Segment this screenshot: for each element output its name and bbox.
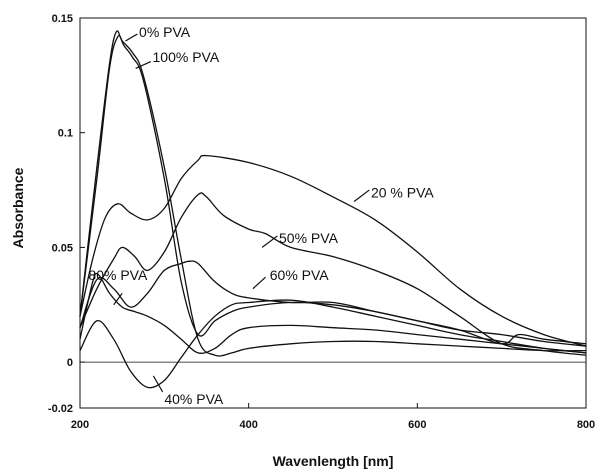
- series-lines: [79, 30, 587, 389]
- annotation-arrow: [125, 33, 138, 42]
- y-axis-title: Absorbance: [10, 167, 26, 248]
- annotation-arrow: [353, 189, 370, 203]
- series-annotation-label: 100% PVA: [153, 49, 220, 65]
- y-tick-label: 0.05: [52, 242, 73, 254]
- series-annotation-label: 0% PVA: [139, 24, 191, 40]
- y-tick-label: 0: [67, 357, 73, 369]
- series-line-3: [79, 192, 587, 356]
- y-tick-label: 0.1: [58, 128, 73, 140]
- series-annotations: 0% PVA 100% PVA 20 % PVA 50% PVA 60% PVA 80% …: [88, 24, 434, 407]
- x-tick-label: 200: [71, 419, 89, 431]
- series-annotation-label: 80% PVA: [88, 267, 148, 283]
- series-line-2: [79, 154, 587, 347]
- x-axis-title: Wavenlength [nm]: [273, 453, 394, 469]
- plot-frame: [79, 17, 587, 409]
- series-line-6: [79, 299, 587, 389]
- annotation-arrow: [135, 61, 152, 70]
- series-annotation-label: 50% PVA: [279, 230, 339, 246]
- x-tick-label: 400: [239, 419, 257, 431]
- series-line-1: [79, 34, 587, 347]
- plot-area-border: [79, 17, 587, 409]
- series-line-0: [79, 30, 587, 357]
- series-line-4: [79, 260, 587, 345]
- y-axis-ticks: -0.02 0 0.05 0.1 0.15: [48, 13, 85, 415]
- annotation-arrow: [261, 235, 278, 248]
- series-annotation-label: 60% PVA: [270, 267, 330, 283]
- x-tick-label: 800: [577, 419, 595, 431]
- series-annotation-label: 20 % PVA: [371, 184, 434, 200]
- y-tick-label: 0.15: [52, 13, 73, 25]
- annotation-arrow: [252, 276, 266, 290]
- annotation-arrow: [152, 375, 164, 393]
- y-tick-label: -0.02: [48, 403, 73, 415]
- annotation-arrow: [113, 292, 123, 306]
- x-tick-label: 600: [408, 419, 426, 431]
- series-annotation-label: 40% PVA: [164, 391, 224, 407]
- x-axis-ticks: 200 400 600 800: [71, 403, 595, 431]
- series-line-5: [79, 272, 587, 354]
